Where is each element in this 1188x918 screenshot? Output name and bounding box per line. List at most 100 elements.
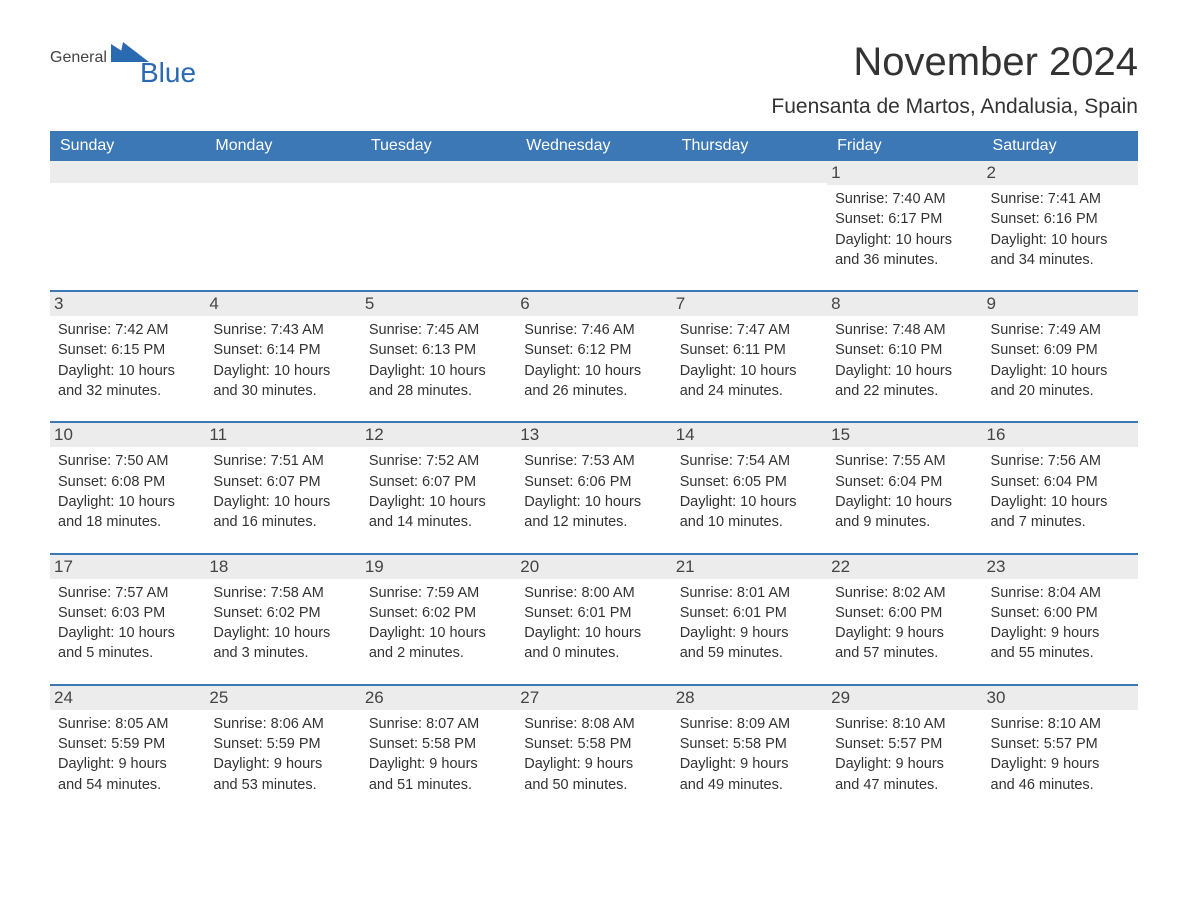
day-number: 9 (983, 292, 1138, 316)
daylight-line-2: and 32 minutes. (58, 381, 199, 401)
day-info: Sunrise: 7:53 AMSunset: 6:06 PMDaylight:… (522, 451, 665, 532)
calendar-week-row: 3Sunrise: 7:42 AMSunset: 6:15 PMDaylight… (50, 291, 1138, 422)
daylight-line-2: and 49 minutes. (680, 775, 821, 795)
sunset-line: Sunset: 6:11 PM (680, 340, 821, 360)
calendar-day-cell: 8 Sunrise: 7:48 AMSunset: 6:10 PMDaylight… (827, 291, 982, 422)
day-info: Sunrise: 8:10 AMSunset: 5:57 PMDaylight:… (833, 714, 976, 795)
calendar-day-cell: 4Sunrise: 7:43 AMSunset: 6:14 PMDaylight… (205, 291, 360, 422)
calendar-day-cell: 7Sunrise: 7:47 AMSunset: 6:11 PMDaylight… (672, 291, 827, 422)
calendar-day-cell: 27Sunrise: 8:08 AMSunset: 5:58 PMDayligh… (516, 685, 671, 815)
calendar-day-cell: 1Sunrise: 7:40 AMSunset: 6:17 PMDaylight… (827, 161, 982, 291)
day-number: 15 (827, 423, 982, 447)
daylight-line-1: Daylight: 10 hours (369, 361, 510, 381)
calendar-day-cell: 18Sunrise: 7:58 AMSunset: 6:02 PMDayligh… (205, 554, 360, 685)
daylight-line-1: Daylight: 10 hours (680, 492, 821, 512)
day-number: 7 (672, 292, 827, 316)
weekday-header: Wednesday (516, 131, 671, 161)
daylight-line-2: and 16 minutes. (213, 512, 354, 532)
day-number: 11 (205, 423, 360, 447)
daylight-line-2: and 3 minutes. (213, 643, 354, 663)
calendar-week-row: 24Sunrise: 8:05 AMSunset: 5:59 PMDayligh… (50, 685, 1138, 815)
day-number: 17 (50, 555, 205, 579)
daylight-line-2: and 34 minutes. (991, 250, 1132, 270)
sunset-line: Sunset: 6:10 PM (835, 340, 976, 360)
sunrise-line: Sunrise: 7:41 AM (991, 189, 1132, 209)
day-info: Sunrise: 7:52 AMSunset: 6:07 PMDaylight:… (367, 451, 510, 532)
page-subtitle: Fuensanta de Martos, Andalusia, Spain (50, 95, 1138, 119)
sunset-line: Sunset: 5:57 PM (835, 734, 976, 754)
sunrise-line: Sunrise: 7:52 AM (369, 451, 510, 471)
sunrise-line: Sunrise: 7:45 AM (369, 320, 510, 340)
daylight-line-2: and 20 minutes. (991, 381, 1132, 401)
sunset-line: Sunset: 6:03 PM (58, 603, 199, 623)
daylight-line-2: and 0 minutes. (524, 643, 665, 663)
calendar-week-row: 17Sunrise: 7:57 AMSunset: 6:03 PMDayligh… (50, 554, 1138, 685)
weekday-header: Friday (827, 131, 982, 161)
sunset-line: Sunset: 6:09 PM (991, 340, 1132, 360)
sunset-line: Sunset: 6:08 PM (58, 472, 199, 492)
sunrise-line: Sunrise: 7:49 AM (991, 320, 1132, 340)
calendar-body: 1Sunrise: 7:40 AMSunset: 6:17 PMDaylight… (50, 161, 1138, 815)
daylight-line-2: and 24 minutes. (680, 381, 821, 401)
sunrise-line: Sunrise: 7:46 AM (524, 320, 665, 340)
sunrise-line: Sunrise: 8:00 AM (524, 583, 665, 603)
daylight-line-1: Daylight: 10 hours (213, 492, 354, 512)
day-number: 21 (672, 555, 827, 579)
daylight-line-2: and 51 minutes. (369, 775, 510, 795)
calendar-day-cell: 12Sunrise: 7:52 AMSunset: 6:07 PMDayligh… (361, 422, 516, 553)
day-number: 28 (672, 686, 827, 710)
sunrise-line: Sunrise: 7:43 AM (213, 320, 354, 340)
day-info: Sunrise: 8:05 AMSunset: 5:59 PMDaylight:… (56, 714, 199, 795)
daylight-line-2: and 47 minutes. (835, 775, 976, 795)
weekday-header: Tuesday (361, 131, 516, 161)
sunset-line: Sunset: 6:17 PM (835, 209, 976, 229)
sunset-line: Sunset: 6:02 PM (213, 603, 354, 623)
day-number: 14 (672, 423, 827, 447)
sunrise-line: Sunrise: 8:06 AM (213, 714, 354, 734)
daylight-line-1: Daylight: 10 hours (524, 492, 665, 512)
day-number: 20 (516, 555, 671, 579)
sunset-line: Sunset: 6:07 PM (369, 472, 510, 492)
daylight-line-1: Daylight: 10 hours (369, 492, 510, 512)
day-info: Sunrise: 7:55 AMSunset: 6:04 PMDaylight:… (833, 451, 976, 532)
daylight-line-2: and 57 minutes. (835, 643, 976, 663)
sunrise-line: Sunrise: 7:56 AM (991, 451, 1132, 471)
sunrise-line: Sunrise: 7:55 AM (835, 451, 976, 471)
day-number: 22 (827, 555, 982, 579)
calendar-day-cell: 11Sunrise: 7:51 AMSunset: 6:07 PMDayligh… (205, 422, 360, 553)
sunrise-line: Sunrise: 8:04 AM (991, 583, 1132, 603)
day-number: 8 (827, 292, 982, 316)
daylight-line-1: Daylight: 10 hours (991, 230, 1132, 250)
sunset-line: Sunset: 6:02 PM (369, 603, 510, 623)
daylight-line-1: Daylight: 10 hours (524, 361, 665, 381)
day-number: 4 (205, 292, 360, 316)
daylight-line-1: Daylight: 10 hours (835, 230, 976, 250)
day-number: 27 (516, 686, 671, 710)
daylight-line-1: Daylight: 10 hours (58, 492, 199, 512)
sunrise-line: Sunrise: 7:53 AM (524, 451, 665, 471)
daylight-line-2: and 14 minutes. (369, 512, 510, 532)
sunset-line: Sunset: 6:16 PM (991, 209, 1132, 229)
calendar-day-cell: 17Sunrise: 7:57 AMSunset: 6:03 PMDayligh… (50, 554, 205, 685)
calendar-day-cell: 9Sunrise: 7:49 AMSunset: 6:09 PMDaylight… (983, 291, 1138, 422)
day-number: 30 (983, 686, 1138, 710)
calendar-day-cell: 13Sunrise: 7:53 AMSunset: 6:06 PMDayligh… (516, 422, 671, 553)
daylight-line-2: and 50 minutes. (524, 775, 665, 795)
daylight-line-2: and 30 minutes. (213, 381, 354, 401)
sunrise-line: Sunrise: 7:48 AM (835, 320, 976, 340)
calendar-day-cell (361, 161, 516, 291)
empty-day-fill (361, 161, 516, 183)
sunset-line: Sunset: 6:04 PM (991, 472, 1132, 492)
daylight-line-1: Daylight: 9 hours (524, 754, 665, 774)
sunrise-line: Sunrise: 8:01 AM (680, 583, 821, 603)
calendar-day-cell: 20Sunrise: 8:00 AMSunset: 6:01 PMDayligh… (516, 554, 671, 685)
calendar-day-cell: 19Sunrise: 7:59 AMSunset: 6:02 PMDayligh… (361, 554, 516, 685)
daylight-line-1: Daylight: 10 hours (835, 361, 976, 381)
day-info: Sunrise: 7:54 AMSunset: 6:05 PMDaylight:… (678, 451, 821, 532)
calendar-week-row: 1Sunrise: 7:40 AMSunset: 6:17 PMDaylight… (50, 161, 1138, 291)
daylight-line-2: and 55 minutes. (991, 643, 1132, 663)
calendar-day-cell: 5Sunrise: 7:45 AMSunset: 6:13 PMDaylight… (361, 291, 516, 422)
daylight-line-2: and 54 minutes. (58, 775, 199, 795)
sunset-line: Sunset: 6:12 PM (524, 340, 665, 360)
sunset-line: Sunset: 6:05 PM (680, 472, 821, 492)
